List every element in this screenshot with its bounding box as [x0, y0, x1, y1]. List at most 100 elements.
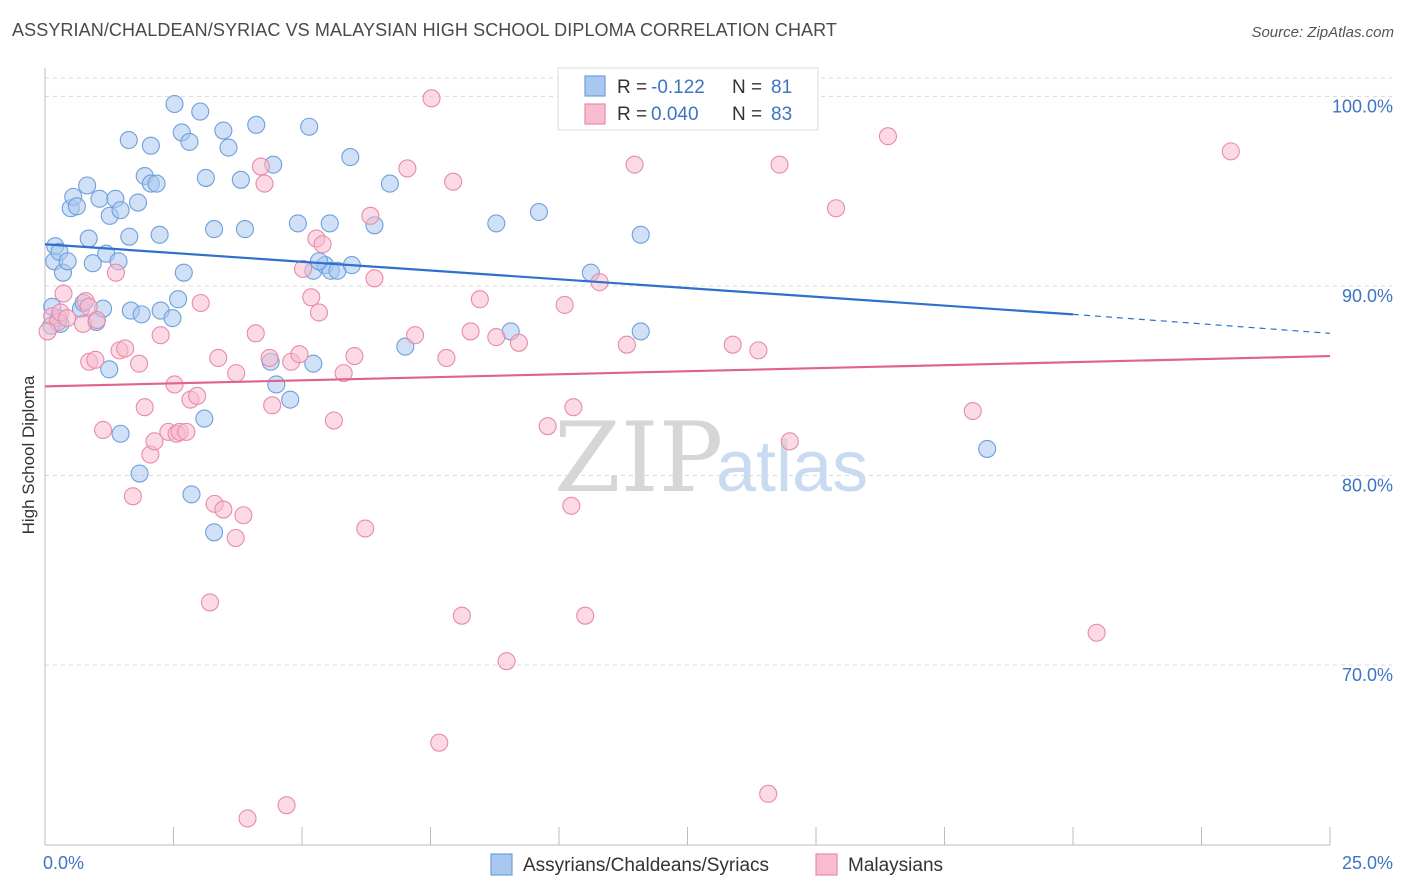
point-malaysian	[398, 159, 417, 178]
point-assyrian	[90, 189, 109, 208]
point-malaysian	[826, 199, 846, 218]
point-malaysian	[214, 500, 233, 519]
point-malaysian	[1087, 623, 1106, 642]
y-tick-label: 70.0%	[1342, 665, 1393, 685]
point-malaysian	[293, 259, 313, 278]
watermark: ZIP atlas	[554, 402, 868, 514]
point-assyrian	[281, 390, 300, 409]
point-assyrian	[320, 214, 339, 233]
point-assyrian	[182, 485, 201, 504]
point-assyrian	[79, 229, 98, 248]
point-malaysian	[538, 417, 557, 436]
point-assyrian	[150, 225, 169, 244]
stats-n-label-blue: N =	[732, 77, 762, 98]
stats-r-value-blue: -0.122	[651, 77, 705, 98]
point-assyrian	[247, 115, 266, 134]
stats-n-value-pink: 83	[771, 104, 792, 125]
trend-line-assyrian	[44, 243, 1074, 316]
point-malaysian	[151, 326, 170, 345]
y-tick-label: 90.0%	[1342, 286, 1393, 306]
point-malaysian	[123, 487, 142, 506]
point-assyrian	[132, 305, 151, 324]
point-malaysian	[313, 235, 332, 254]
trend-line-assyrian-extension	[1072, 313, 1331, 334]
point-malaysian	[625, 155, 644, 174]
point-assyrian	[304, 354, 323, 373]
point-malaysian	[188, 386, 207, 405]
legend-label-pink: Malaysians	[848, 855, 943, 876]
point-malaysian	[963, 401, 982, 421]
point-malaysian	[238, 809, 257, 828]
point-malaysian	[356, 519, 375, 538]
point-malaysian	[430, 733, 449, 752]
point-assyrian	[191, 102, 210, 121]
scatter-points	[38, 89, 1240, 828]
legend-swatch-pink	[815, 853, 838, 876]
point-malaysian	[334, 364, 353, 383]
point-assyrian	[120, 227, 139, 246]
chart-source: Source: ZipAtlas.com	[1251, 24, 1394, 41]
point-assyrian	[341, 148, 360, 167]
point-malaysian	[177, 422, 196, 441]
point-malaysian	[58, 309, 77, 328]
point-malaysian	[723, 335, 742, 354]
point-malaysian	[487, 328, 506, 347]
stats-n-label-pink: N =	[732, 104, 762, 125]
point-malaysian	[361, 206, 380, 225]
point-malaysian	[509, 333, 528, 352]
point-malaysian	[564, 398, 583, 417]
stats-box: R = -0.122 N = 81 R = 0.040 N = 83	[557, 67, 819, 131]
point-malaysian	[290, 345, 309, 364]
point-malaysian	[345, 347, 364, 366]
point-malaysian	[246, 324, 265, 343]
y-tick-label: 100.0%	[1332, 96, 1393, 116]
y-axis-label: High School Diploma	[19, 375, 38, 534]
point-malaysian	[79, 297, 98, 316]
point-malaysian	[576, 606, 595, 625]
point-malaysian	[145, 432, 164, 451]
point-assyrian	[100, 360, 119, 379]
point-malaysian	[94, 420, 113, 440]
point-assyrian	[219, 138, 238, 157]
point-assyrian	[529, 202, 549, 222]
point-assyrian	[180, 132, 199, 151]
watermark-zip: ZIP	[554, 402, 723, 514]
point-assyrian	[631, 322, 650, 341]
point-malaysian	[562, 496, 581, 515]
point-malaysian	[617, 335, 636, 354]
point-malaysian	[437, 348, 456, 368]
point-malaysian	[444, 172, 463, 191]
point-assyrian	[111, 201, 130, 220]
point-assyrian	[83, 254, 102, 273]
point-assyrian	[128, 193, 148, 212]
point-malaysian	[324, 411, 343, 430]
x-tick-label: 0.0%	[43, 853, 84, 873]
x-tick-labels: 0.0% 25.0%	[43, 853, 1393, 873]
point-assyrian	[235, 220, 254, 239]
point-assyrian	[141, 136, 160, 155]
trend-line-malaysian	[44, 354, 1331, 388]
point-malaysian	[780, 432, 799, 451]
point-malaysian	[227, 364, 246, 383]
point-malaysian	[106, 263, 125, 282]
point-assyrian	[380, 174, 399, 193]
point-malaysian	[309, 303, 329, 322]
point-malaysian	[260, 348, 279, 368]
point-assyrian	[309, 252, 329, 271]
point-malaysian	[255, 174, 274, 193]
point-malaysian	[191, 293, 210, 313]
point-assyrian	[174, 263, 193, 282]
stats-n-value-blue: 81	[771, 77, 792, 98]
point-malaysian	[749, 341, 768, 360]
point-malaysian	[555, 295, 574, 314]
point-malaysian	[38, 322, 57, 341]
point-assyrian	[231, 170, 250, 189]
stats-r-label-blue: R =	[617, 77, 647, 98]
point-malaysian	[251, 157, 270, 176]
point-assyrian	[214, 121, 233, 140]
stats-r-value-pink: 0.040	[651, 104, 699, 125]
point-malaysian	[1221, 142, 1240, 161]
chart-title: ASSYRIAN/CHALDEAN/SYRIAC VS MALAYSIAN HI…	[12, 20, 838, 40]
point-malaysian	[116, 339, 135, 358]
